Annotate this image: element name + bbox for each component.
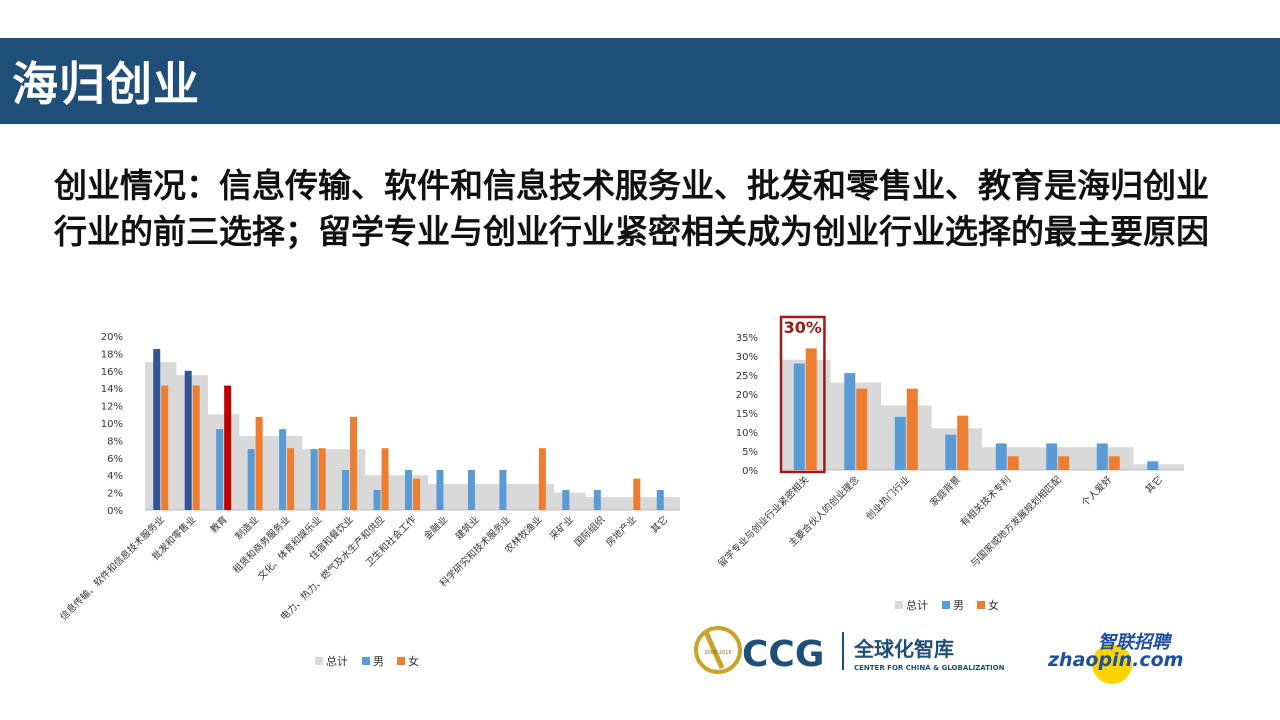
y-tick-label: 10% xyxy=(736,428,758,439)
x-tick-label: 其它 xyxy=(1143,474,1165,496)
y-tick-label: 18% xyxy=(101,349,123,360)
legend-label: 女 xyxy=(408,654,419,668)
y-tick-label: 2% xyxy=(107,489,123,500)
legend-swatch xyxy=(942,601,950,609)
bar-male xyxy=(467,469,475,510)
legend-label: 总计 xyxy=(326,654,348,668)
total-area xyxy=(145,362,680,510)
total-area xyxy=(780,359,1184,470)
bar-female xyxy=(224,385,232,510)
bar-female xyxy=(957,415,969,470)
y-tick-label: 0% xyxy=(742,466,758,477)
x-tick-label: 有相关技术专利 xyxy=(958,474,1014,530)
legend-label: 女 xyxy=(988,598,999,612)
bar-male xyxy=(656,489,664,510)
y-tick-label: 15% xyxy=(736,409,758,420)
bar-male xyxy=(945,434,957,470)
y-tick-label: 4% xyxy=(107,471,123,482)
y-tick-label: 10% xyxy=(101,419,123,430)
bar-female xyxy=(633,478,641,510)
y-tick-label: 35% xyxy=(736,333,758,344)
x-tick-label: 与国家或地方发展规划相匹配 xyxy=(968,473,1064,569)
y-tick-label: 20% xyxy=(736,390,758,401)
bar-female xyxy=(1108,456,1120,470)
bar-male xyxy=(247,449,255,510)
legend-label: 男 xyxy=(953,599,964,612)
bar-female xyxy=(538,448,546,510)
legend-swatch xyxy=(362,657,370,665)
zhaopin-cn: 智联招聘 xyxy=(1098,632,1173,653)
zhaopin-logo: 智联招聘 zhaopin.com xyxy=(1047,632,1183,684)
x-tick-label: 个人爱好 xyxy=(1079,473,1115,509)
bar-female xyxy=(1007,456,1019,470)
bar-male xyxy=(793,363,805,470)
y-tick-label: 5% xyxy=(742,447,758,458)
bar-female xyxy=(413,478,420,510)
bar-female xyxy=(255,416,263,510)
ccg-badge: 2008-2018 xyxy=(704,650,731,656)
y-tick-label: 12% xyxy=(101,402,123,413)
annotation-label: 30% xyxy=(784,318,822,337)
bar-female xyxy=(318,448,326,510)
ccg-name: CCG xyxy=(742,634,824,675)
bar-female xyxy=(350,416,358,510)
bar-female xyxy=(192,385,200,510)
bar-male xyxy=(342,469,350,510)
ccg-cn: 全球化智库 xyxy=(853,637,954,661)
x-tick-label: 家庭背景 xyxy=(928,474,963,509)
y-tick-label: 20% xyxy=(101,332,123,343)
legend-label: 男 xyxy=(373,655,384,668)
y-tick-label: 16% xyxy=(101,367,123,378)
legend-label: 总计 xyxy=(906,598,928,612)
bar-male xyxy=(1096,443,1108,470)
zhaopin-en: zhaopin.com xyxy=(1047,649,1183,671)
bar-male xyxy=(1046,443,1058,470)
headline-text: 创业情况：信息传输、软件和信息技术服务业、批发和零售业、教育是海归创业行业的前三… xyxy=(54,166,1209,252)
y-tick-label: 14% xyxy=(101,384,123,395)
highlight-box xyxy=(779,315,826,474)
bar-male xyxy=(184,370,192,510)
y-tick-label: 30% xyxy=(736,352,758,363)
header-bar xyxy=(0,38,1280,124)
bar-female xyxy=(805,348,817,470)
bar-male xyxy=(1147,461,1159,470)
bar-male xyxy=(373,489,381,510)
bar-male xyxy=(499,469,507,510)
bar-female xyxy=(856,388,868,470)
bar-female xyxy=(161,385,169,510)
legend-swatch xyxy=(895,601,903,609)
bar-male xyxy=(844,373,856,470)
bar-male xyxy=(995,443,1007,470)
y-tick-label: 25% xyxy=(736,371,758,382)
ccg-logo: 2008-2018 CCG 全球化智库 CENTER FOR CHINA & G… xyxy=(694,626,1005,675)
bar-male xyxy=(216,429,224,510)
x-tick-label: 创业热门行业 xyxy=(864,474,913,523)
bar-male xyxy=(894,416,906,470)
bar-male xyxy=(593,489,601,510)
bar-male xyxy=(310,449,318,510)
logo-area: 2008-2018 CCG 全球化智库 CENTER FOR CHINA & G… xyxy=(694,626,1183,684)
bar-female xyxy=(381,448,389,510)
legend-swatch xyxy=(397,657,405,665)
y-tick-label: 8% xyxy=(107,436,123,447)
bar-male xyxy=(436,469,444,510)
bar-female xyxy=(287,448,295,510)
y-tick-label: 6% xyxy=(107,454,123,465)
page-title: 海归创业 xyxy=(12,57,200,111)
ccg-emblem-icon xyxy=(694,626,742,674)
bar-male xyxy=(279,429,287,510)
bar-female xyxy=(1058,456,1070,470)
legend-swatch xyxy=(315,657,323,665)
bar-male xyxy=(562,489,570,510)
bar-male xyxy=(153,349,161,510)
legend-swatch xyxy=(977,601,985,609)
bar-male xyxy=(405,469,412,510)
x-tick-label: 留学专业与创业行业紧密相关 xyxy=(716,473,812,569)
bar-female xyxy=(906,388,918,470)
ccg-en: CENTER FOR CHINA & GLOBALIZATION xyxy=(854,664,1005,672)
zhaopin-dot-icon xyxy=(1092,644,1132,684)
y-tick-label: 0% xyxy=(107,506,123,517)
